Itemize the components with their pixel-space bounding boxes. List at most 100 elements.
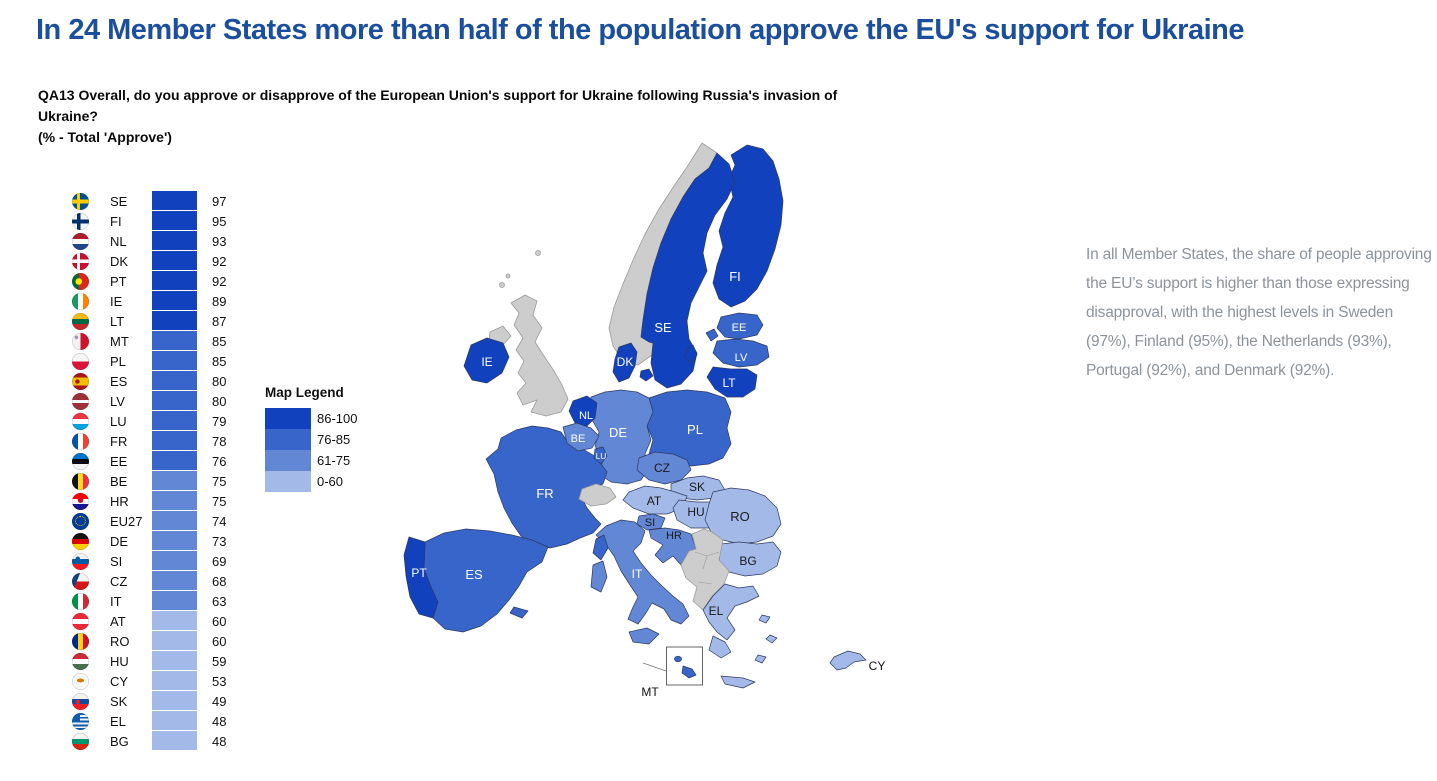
ranking-row: SE 97 xyxy=(70,191,250,211)
page-title: In 24 Member States more than half of th… xyxy=(36,14,1244,46)
ranking-row: RO 60 xyxy=(70,631,250,651)
map-country-lu xyxy=(593,446,608,465)
map-label-cz: CZ xyxy=(654,461,670,475)
country-code: DK xyxy=(110,253,129,269)
country-code: FR xyxy=(110,433,128,449)
legend-swatch xyxy=(265,429,311,450)
category-bar xyxy=(152,211,197,230)
ranking-row: DK 92 xyxy=(70,251,250,271)
ro-flag-icon xyxy=(72,632,89,650)
country-code: BE xyxy=(110,473,128,489)
map-island-sicily xyxy=(628,627,660,645)
country-value: 80 xyxy=(212,373,227,389)
map-label-pt: PT xyxy=(411,566,427,580)
country-code: SK xyxy=(110,693,128,709)
country-value: 85 xyxy=(212,333,227,349)
country-value: 97 xyxy=(212,193,227,209)
category-bar xyxy=(152,271,197,290)
map-label-fr: FR xyxy=(536,486,553,501)
ranking-row: FR 78 xyxy=(70,431,250,451)
pl-flag-icon xyxy=(72,352,89,370)
ranking-row: ES 80 xyxy=(70,371,250,391)
country-code: EL xyxy=(110,713,126,729)
map-label-mt: MT xyxy=(641,685,659,699)
map-label-dk: DK xyxy=(617,355,634,369)
hu-flag-icon xyxy=(72,652,89,670)
country-code: ES xyxy=(110,373,128,389)
europe-map: SE FI EE LV LT DK IE NL BE LU DE PL CZ SK AT HU SI HR RO BG… xyxy=(403,142,886,699)
country-code: EU27 xyxy=(110,513,143,529)
country-code: HU xyxy=(110,653,129,669)
map-islands-scotland xyxy=(499,282,505,288)
category-bar xyxy=(152,351,197,370)
country-value: 79 xyxy=(212,413,227,429)
be-flag-icon xyxy=(72,472,89,490)
country-code: PT xyxy=(110,273,127,289)
category-bar xyxy=(152,631,197,650)
map-label-cy: CY xyxy=(869,659,886,673)
map-island-gozo xyxy=(674,655,682,663)
ranking-row: IT 63 xyxy=(70,591,250,611)
category-bar xyxy=(152,311,197,330)
hr-flag-icon xyxy=(72,492,89,510)
si-flag-icon xyxy=(72,552,89,570)
ranking-row: HR 75 xyxy=(70,491,250,511)
map-label-lu: LU xyxy=(596,451,607,461)
ranking-row: DE 73 xyxy=(70,531,250,551)
map-country-se xyxy=(640,152,736,389)
country-value: 87 xyxy=(212,313,227,329)
europe-map-container: SE FI EE LV LT DK IE NL BE LU DE PL CZ SK AT HU SI HR RO BG… xyxy=(390,135,1090,755)
country-value: 48 xyxy=(212,733,227,749)
map-label-sk: SK xyxy=(689,480,705,494)
ranking-row: IE 89 xyxy=(70,291,250,311)
category-bar xyxy=(152,371,197,390)
lt-flag-icon xyxy=(72,312,89,330)
legend-swatch xyxy=(265,471,311,492)
map-country-cy xyxy=(829,650,867,671)
category-bar xyxy=(152,431,197,450)
country-code: RO xyxy=(110,633,130,649)
country-value: 85 xyxy=(212,353,227,369)
mt-flag-icon xyxy=(72,332,89,350)
category-bar xyxy=(152,291,197,310)
category-bar xyxy=(152,531,197,550)
ranking-row: MT 85 xyxy=(70,331,250,351)
legend-label: 61-75 xyxy=(317,453,351,468)
malta-inset-box xyxy=(666,646,703,686)
map-country-be xyxy=(562,422,600,452)
map-label-lt: LT xyxy=(722,376,736,390)
map-country-ee xyxy=(716,312,764,340)
country-code: IT xyxy=(110,593,122,609)
map-label-si: SI xyxy=(645,517,655,529)
category-bar xyxy=(152,691,197,710)
map-country-es xyxy=(423,528,549,633)
ranking-list: SE 97 FI 95 NL 93 DK 92 PT 92 IE 89 LT 87 MT 85 PL 85 ES 80… xyxy=(70,191,250,751)
ranking-row: FI 95 xyxy=(70,211,250,231)
category-bar xyxy=(152,331,197,350)
map-country-pl xyxy=(646,389,732,467)
country-value: 93 xyxy=(212,233,227,249)
country-value: 95 xyxy=(212,213,227,229)
category-bar xyxy=(152,671,197,690)
map-islands-aegean xyxy=(754,614,778,664)
ranking-row: LU 79 xyxy=(70,411,250,431)
legend-row: 76-85 xyxy=(265,429,357,450)
map-country-it xyxy=(595,519,690,625)
cz-flag-icon xyxy=(72,572,89,590)
category-bar xyxy=(152,491,197,510)
map-balkans-internal-borders xyxy=(694,551,720,585)
map-islands-scotland xyxy=(505,273,511,279)
ranking-row: HU 59 xyxy=(70,651,250,671)
dk-flag-icon xyxy=(72,252,89,270)
country-value: 69 xyxy=(212,553,227,569)
ranking-row: SK 49 xyxy=(70,691,250,711)
country-value: 68 xyxy=(212,573,227,589)
country-code: SI xyxy=(110,553,123,569)
map-country-lt xyxy=(706,366,758,398)
map-country-ro xyxy=(704,487,782,545)
category-bar xyxy=(152,191,197,210)
ranking-row: NL 93 xyxy=(70,231,250,251)
lu-flag-icon xyxy=(72,412,89,430)
ranking-row: SI 69 xyxy=(70,551,250,571)
